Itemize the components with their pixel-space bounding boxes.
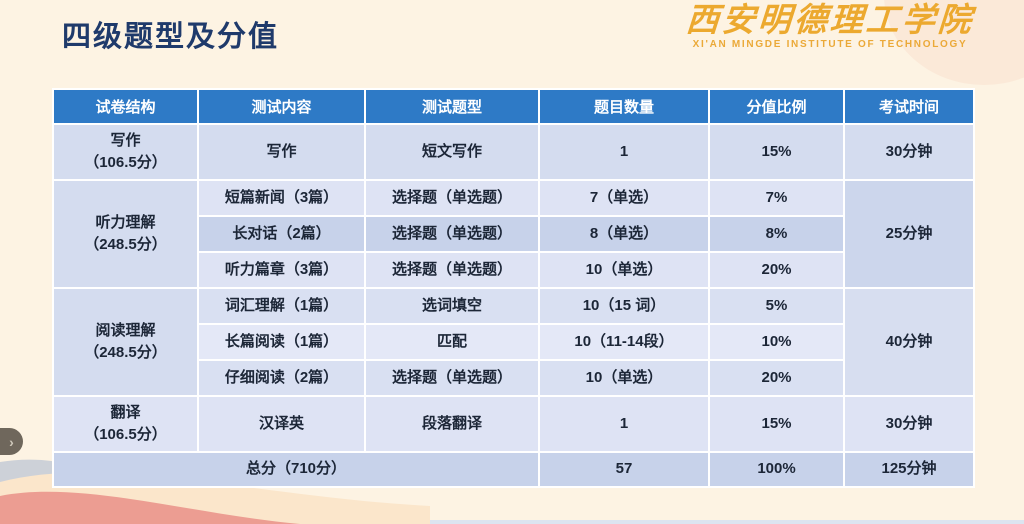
table-cell: 选择题（单选题） [366, 181, 538, 215]
column-header-question-count: 题目数量 [540, 90, 708, 123]
table-row: 仔细阅读（2篇） 选择题（单选题） 10（单选） 20% [54, 361, 973, 395]
table-row: 听力理解 （248.5分） 短篇新闻（3篇） 选择题（单选题） 7（单选） 7%… [54, 181, 973, 287]
table-cell: 仔细阅读（2篇） [199, 361, 364, 395]
table-cell: 长篇阅读（1篇） [199, 325, 364, 359]
column-header-content: 测试内容 [199, 90, 364, 123]
table-cell: 长对话（2篇） [199, 217, 364, 251]
table-cell: 翻译 （106.5分） [54, 397, 197, 451]
school-logo-chinese: 西安明德理工学院 [684, 0, 976, 39]
table-cell: 10（单选） [540, 253, 708, 287]
table-cell: 10（单选） [540, 361, 708, 395]
table-cell: 8% [710, 217, 843, 251]
table-cell: 1 [540, 397, 708, 451]
table-cell: 20% [710, 361, 843, 395]
table-cell: 20% [710, 253, 843, 287]
school-logo-english: XI'AN MINGDE INSTITUTE OF TECHNOLOGY [692, 39, 968, 51]
table-cell: 选择题（单选题） [366, 217, 538, 251]
table-cell: 词汇理解（1篇） [199, 289, 364, 323]
table-cell: 7% [710, 181, 843, 215]
table-row: 听力篇章（3篇） 选择题（单选题） 10（单选） 20% [54, 253, 973, 287]
table-cell: 选择题（单选题） [366, 253, 538, 287]
chevron-right-icon: › [9, 433, 14, 450]
table-cell-total: 总分（710分） [54, 453, 538, 486]
table-row: 长对话（2篇） 选择题（单选题） 8（单选） 8% [54, 217, 973, 251]
table-cell: 阅读理解 （248.5分） [54, 289, 197, 395]
table-header-row: 试卷结构 测试内容 测试题型 题目数量 分值比例 考试时间 [54, 90, 973, 123]
column-header-score-ratio: 分值比例 [710, 90, 843, 123]
school-logo: 西安明德理工学院 XI'AN MINGDE INSTITUTE OF TECHN… [684, 0, 976, 51]
table-cell: 短篇新闻（3篇） [199, 181, 364, 215]
table-cell: 57 [540, 453, 708, 486]
table-cell: 30分钟 [845, 397, 973, 451]
table-cell: 15% [710, 125, 843, 179]
table-cell: 匹配 [366, 325, 538, 359]
table-cell: 15% [710, 397, 843, 451]
table-total-row: 总分（710分） 57 100% 125分钟 [54, 453, 973, 486]
table-cell: 写作 [199, 125, 364, 179]
table-row: 写作 （106.5分） 写作 短文写作 1 15% 30分钟 [54, 125, 973, 179]
table-row: 阅读理解 （248.5分） 词汇理解（1篇） 选词填空 10（15 词） 5% … [54, 289, 973, 395]
table-cell: 30分钟 [845, 125, 973, 179]
table-cell: 40分钟 [845, 289, 973, 395]
page-title: 四级题型及分值 [62, 21, 280, 53]
table-cell: 选词填空 [366, 289, 538, 323]
table-cell: 段落翻译 [366, 397, 538, 451]
table-row: 翻译 （106.5分） 汉译英 段落翻译 1 15% 30分钟 [54, 397, 973, 451]
column-header-exam-time: 考试时间 [845, 90, 973, 123]
table-cell: 写作 （106.5分） [54, 125, 197, 179]
column-header-question-type: 测试题型 [366, 90, 538, 123]
table-cell: 7（单选） [540, 181, 708, 215]
table-cell: 100% [710, 453, 843, 486]
table-cell: 1 [540, 125, 708, 179]
score-table: 试卷结构 测试内容 测试题型 题目数量 分值比例 考试时间 写作 （106.5分… [52, 88, 975, 488]
table-cell: 10（11-14段） [540, 325, 708, 359]
table-cell: 10% [710, 325, 843, 359]
table-cell: 汉译英 [199, 397, 364, 451]
table-row: 长篇阅读（1篇） 匹配 10（11-14段） 10% [54, 325, 973, 359]
column-header-structure: 试卷结构 [54, 90, 197, 123]
table-cell: 选择题（单选题） [366, 361, 538, 395]
next-slide-button[interactable]: › [0, 428, 23, 455]
table-cell: 短文写作 [366, 125, 538, 179]
table-cell: 125分钟 [845, 453, 973, 486]
table-cell: 8（单选） [540, 217, 708, 251]
bottom-edge-strip [0, 520, 1024, 524]
table-cell: 10（15 词） [540, 289, 708, 323]
table-cell: 听力篇章（3篇） [199, 253, 364, 287]
table-cell: 5% [710, 289, 843, 323]
table-cell: 听力理解 （248.5分） [54, 181, 197, 287]
table-cell: 25分钟 [845, 181, 973, 287]
